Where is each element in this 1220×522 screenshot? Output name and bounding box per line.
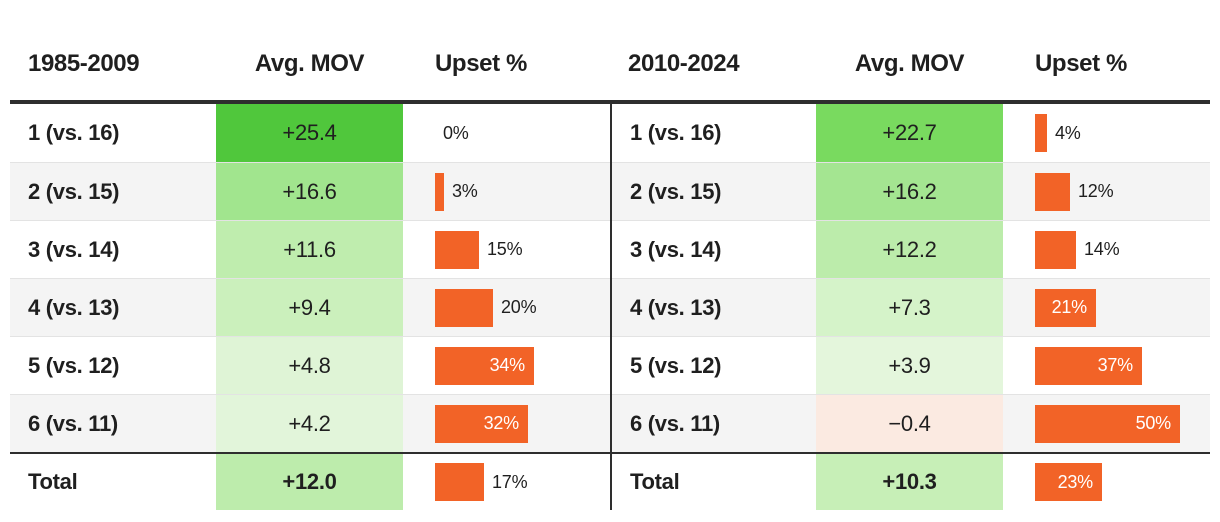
avg-mov-value-cell: +16.2 (816, 163, 1003, 220)
upset-pct-cell: 50% (1003, 395, 1210, 452)
seed-matchup-label: 4 (vs. 13) (630, 294, 722, 320)
avg-mov-value-cell: +12.0 (216, 454, 403, 510)
upset-pct-cell: 34% (403, 337, 610, 394)
upset-pct-bar (435, 288, 493, 327)
table-body: 1 (vs. 16) +22.7 4% 2 (vs. 15) +16.2 12% 3 (vs… (610, 104, 1210, 510)
avg-mov-value-cell: +3.9 (816, 337, 1003, 394)
table-row: 1 (vs. 16) +22.7 4% (612, 104, 1210, 162)
avg-mov-value-cell: +16.6 (216, 163, 403, 220)
upset-pct-bar: 23% (1035, 463, 1102, 501)
upset-pct-label: 37% (1097, 355, 1134, 375)
avg-mov-value-cell: +7.3 (816, 279, 1003, 336)
upset-pct-cell: 32% (403, 395, 610, 452)
upset-pct-bar (435, 463, 484, 501)
upset-pct-bar (1035, 114, 1047, 152)
seed-matchup-label: 2 (vs. 15) (630, 178, 722, 204)
upset-pct-header: Upset % (1035, 50, 1127, 77)
seed-matchup-label: 3 (vs. 14) (28, 236, 120, 262)
table-row: 1 (vs. 16) +25.4 0% (10, 104, 610, 162)
table-2010-2024: 2010-2024 Avg. MOV Upset % 1 (vs. 16) +22… (610, 0, 1210, 510)
avg-mov-header: Avg. MOV (254, 50, 365, 77)
seed-matchup-label: 5 (vs. 12) (28, 352, 120, 378)
upset-pct-cell: 20% (403, 279, 610, 336)
table-row: 5 (vs. 12) +3.9 37% (612, 336, 1210, 394)
seed-matchup-label: 2 (vs. 15) (28, 178, 120, 204)
era-tables-container: 1985-2009 Avg. MOV Upset % 1 (vs. 16) +25… (10, 0, 1210, 510)
upset-pct-label: 21% (1051, 297, 1088, 317)
upset-pct-bar (435, 230, 479, 269)
table-row: 4 (vs. 13) +7.3 21% (612, 278, 1210, 336)
table-1985-2009: 1985-2009 Avg. MOV Upset % 1 (vs. 16) +25… (10, 0, 610, 510)
upset-pct-label: 0% (443, 122, 469, 143)
avg-mov-value-cell: +22.7 (816, 104, 1003, 162)
avg-mov-header: Avg. MOV (854, 50, 965, 77)
table-row: 2 (vs. 15) +16.2 12% (612, 162, 1210, 220)
table-body: 1 (vs. 16) +25.4 0% 2 (vs. 15) +16.6 3% 3 (vs.… (10, 104, 610, 510)
table-header-row: 2010-2024 Avg. MOV Upset % (610, 0, 1210, 104)
avg-mov-value-cell: +4.2 (216, 395, 403, 452)
seed-matchup-label: 5 (vs. 12) (630, 352, 722, 378)
avg-mov-value-cell: +12.2 (816, 221, 1003, 278)
avg-mov-value-cell: −0.4 (816, 395, 1003, 452)
upset-pct-bar (1035, 230, 1076, 269)
upset-pct-label: 17% (492, 471, 528, 492)
table-header-row: 1985-2009 Avg. MOV Upset % (10, 0, 610, 104)
upset-pct-label: 34% (489, 355, 526, 375)
seed-matchup-label: 4 (vs. 13) (28, 294, 120, 320)
table-row: 4 (vs. 13) +9.4 20% (10, 278, 610, 336)
table-row: 5 (vs. 12) +4.8 34% (10, 336, 610, 394)
upset-pct-bar: 32% (435, 404, 528, 443)
upset-pct-bar: 34% (435, 346, 534, 385)
seed-matchup-label: Total (28, 469, 78, 494)
upset-pct-cell: 0% (403, 104, 610, 162)
upset-pct-label: 50% (1135, 413, 1172, 433)
upset-pct-label: 4% (1055, 122, 1081, 143)
upset-pct-label: 15% (487, 239, 523, 259)
avg-mov-value-cell: +10.3 (816, 454, 1003, 510)
upset-pct-header: Upset % (435, 50, 527, 77)
table-row: 6 (vs. 11) −0.4 50% (612, 394, 1210, 452)
avg-mov-value-cell: +11.6 (216, 221, 403, 278)
seed-matchup-label: 6 (vs. 11) (630, 410, 720, 436)
avg-mov-value-cell: +4.8 (216, 337, 403, 394)
table-row: 2 (vs. 15) +16.6 3% (10, 162, 610, 220)
upset-pct-cell: 3% (403, 163, 610, 220)
upset-pct-label: 3% (452, 181, 478, 201)
table-row: 3 (vs. 14) +11.6 15% (10, 220, 610, 278)
upset-pct-cell: 12% (1003, 163, 1210, 220)
upset-pct-bar (1035, 172, 1070, 211)
seed-matchup-label: 1 (vs. 16) (28, 120, 120, 145)
upset-pct-label: 32% (483, 413, 520, 433)
upset-pct-bar (435, 172, 444, 211)
total-row: Total +10.3 23% (612, 452, 1210, 510)
table-row: 6 (vs. 11) +4.2 32% (10, 394, 610, 452)
upset-pct-label: 14% (1084, 239, 1120, 259)
seed-matchup-label: 1 (vs. 16) (630, 120, 722, 145)
upset-pct-label: 20% (501, 297, 537, 317)
upset-pct-cell: 23% (1003, 454, 1210, 510)
upset-pct-label: 23% (1057, 471, 1094, 492)
upset-pct-bar: 37% (1035, 346, 1142, 385)
upset-pct-cell: 17% (403, 454, 610, 510)
seed-matchup-label: 3 (vs. 14) (630, 236, 722, 262)
seed-matchup-label: Total (630, 469, 680, 494)
table-row: 3 (vs. 14) +12.2 14% (612, 220, 1210, 278)
upset-pct-cell: 14% (1003, 221, 1210, 278)
era-header: 1985-2009 (28, 50, 140, 77)
upset-pct-cell: 21% (1003, 279, 1210, 336)
avg-mov-value-cell: +9.4 (216, 279, 403, 336)
upset-pct-bar: 21% (1035, 288, 1096, 327)
avg-mov-value-cell: +25.4 (216, 104, 403, 162)
total-row: Total +12.0 17% (10, 452, 610, 510)
upset-pct-bar: 50% (1035, 404, 1180, 443)
upset-pct-cell: 4% (1003, 104, 1210, 162)
upset-pct-cell: 15% (403, 221, 610, 278)
upset-pct-label: 12% (1078, 181, 1114, 201)
seed-matchup-label: 6 (vs. 11) (28, 410, 118, 436)
era-header: 2010-2024 (628, 50, 740, 77)
upset-pct-cell: 37% (1003, 337, 1210, 394)
